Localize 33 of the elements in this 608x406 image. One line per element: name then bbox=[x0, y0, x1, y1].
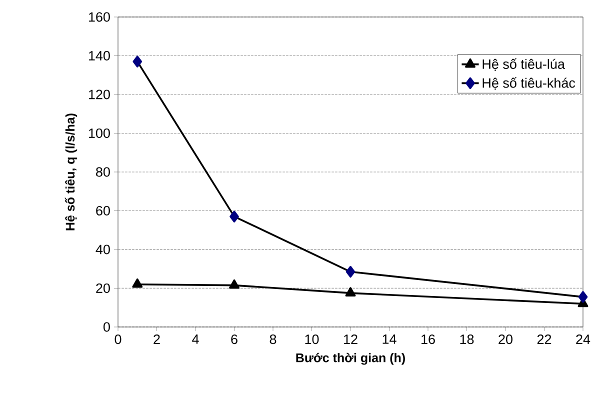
y-tick-label: 120 bbox=[88, 90, 110, 100]
point bbox=[230, 210, 239, 222]
x-tick-label: 16 bbox=[422, 334, 435, 344]
y-tick-label: 0 bbox=[103, 322, 110, 332]
y-tick-label: 80 bbox=[96, 167, 110, 177]
x-tick-label: 20 bbox=[498, 334, 512, 344]
x-tick-label: 4 bbox=[192, 334, 199, 344]
y-tick-label: 60 bbox=[96, 206, 110, 216]
point bbox=[578, 291, 588, 303]
x-tick-label: 14 bbox=[382, 334, 396, 344]
x-tick-label: 24 bbox=[576, 334, 590, 344]
legend-label: Hệ số tiêu-khác bbox=[482, 77, 576, 90]
point bbox=[345, 287, 356, 296]
point bbox=[132, 56, 142, 68]
y-tick-label: 40 bbox=[96, 244, 110, 254]
x-tick-label: 22 bbox=[537, 334, 552, 344]
y-tick-label: 140 bbox=[88, 50, 110, 61]
x-tick-label: 0 bbox=[114, 334, 122, 344]
point bbox=[346, 266, 356, 278]
x-axis-title: Bước thời gian (h) bbox=[296, 352, 405, 365]
x-tick-label: 10 bbox=[305, 334, 319, 344]
point bbox=[132, 278, 143, 288]
y-axis-title: Hệ số tiêu, q (l/s/ha) bbox=[64, 114, 78, 230]
x-tick-label: 12 bbox=[344, 334, 358, 344]
x-tick-label: 18 bbox=[460, 334, 474, 344]
y-tick-label: 100 bbox=[88, 128, 110, 138]
x-tick-label: 8 bbox=[270, 334, 276, 344]
x-tick-label: 6 bbox=[231, 334, 238, 344]
y-tick-label: 20 bbox=[96, 283, 110, 294]
y-tick-label: 160 bbox=[88, 12, 110, 22]
point bbox=[229, 279, 240, 289]
x-tick-label: 2 bbox=[154, 334, 160, 344]
legend-label: Hệ số tiêu-lúa bbox=[482, 58, 565, 71]
